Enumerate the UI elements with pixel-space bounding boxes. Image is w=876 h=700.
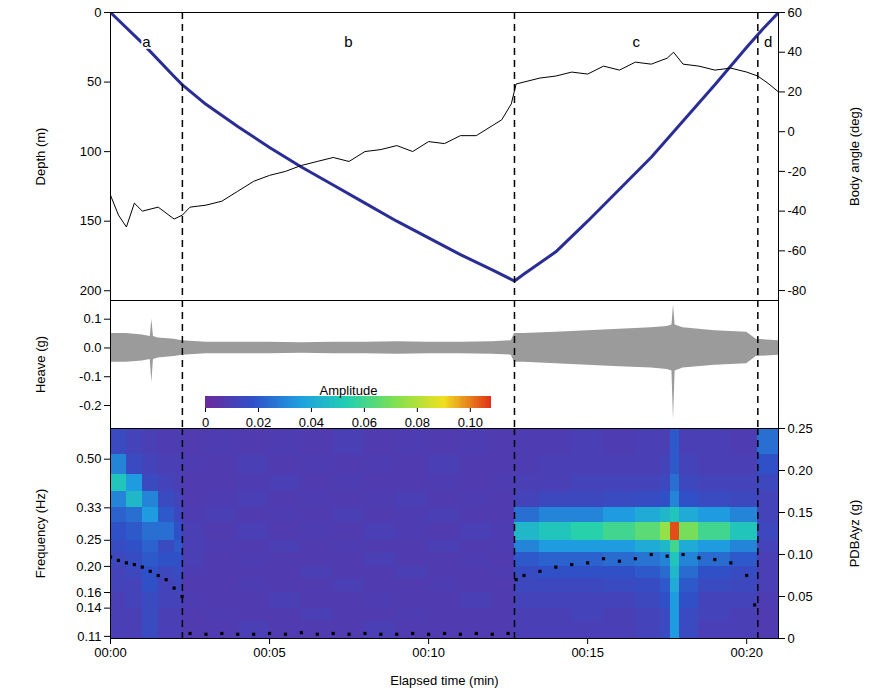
svg-text:0.14: 0.14 — [76, 600, 101, 615]
svg-text:0.11: 0.11 — [77, 629, 101, 644]
svg-text:0.06: 0.06 — [352, 415, 377, 430]
svg-text:c: c — [632, 33, 640, 50]
svg-text:0.08: 0.08 — [405, 415, 430, 430]
svg-text:0.20: 0.20 — [76, 559, 101, 574]
svg-text:Body angle (deg): Body angle (deg) — [847, 107, 862, 206]
svg-text:b: b — [344, 33, 352, 50]
svg-text:40: 40 — [788, 44, 802, 59]
svg-text:00:10: 00:10 — [412, 645, 445, 660]
svg-text:-60: -60 — [788, 243, 807, 258]
svg-text:00:20: 00:20 — [730, 645, 763, 660]
svg-text:-40: -40 — [788, 203, 807, 218]
svg-text:Elapsed time (min): Elapsed time (min) — [390, 673, 498, 688]
svg-text:Heave (g): Heave (g) — [33, 336, 48, 393]
svg-text:0.05: 0.05 — [788, 589, 813, 604]
svg-text:0: 0 — [94, 5, 101, 20]
svg-text:-80: -80 — [788, 283, 807, 298]
svg-text:50: 50 — [87, 74, 101, 89]
svg-text:60: 60 — [788, 5, 802, 20]
svg-text:0.02: 0.02 — [246, 415, 271, 430]
svg-text:0.20: 0.20 — [788, 463, 813, 478]
svg-text:0.50: 0.50 — [76, 451, 101, 466]
svg-text:0: 0 — [202, 415, 209, 430]
svg-text:0.33: 0.33 — [76, 500, 101, 515]
svg-text:0.10: 0.10 — [788, 547, 813, 562]
svg-text:0.0: 0.0 — [83, 340, 101, 355]
svg-text:-20: -20 — [788, 164, 807, 179]
svg-text:a: a — [142, 33, 151, 50]
svg-text:200: 200 — [80, 283, 102, 298]
svg-text:0.10: 0.10 — [458, 415, 483, 430]
svg-text:Depth (m): Depth (m) — [33, 128, 48, 186]
svg-text:00:00: 00:00 — [94, 645, 127, 660]
svg-text:0: 0 — [788, 631, 795, 646]
svg-text:-0.2: -0.2 — [79, 398, 101, 413]
svg-text:0.04: 0.04 — [299, 415, 324, 430]
svg-text:-0.1: -0.1 — [79, 369, 101, 384]
svg-text:0.25: 0.25 — [76, 532, 101, 547]
svg-text:PDBAyz (g): PDBAyz (g) — [847, 500, 862, 568]
svg-text:100: 100 — [80, 144, 102, 159]
svg-text:20: 20 — [788, 84, 802, 99]
svg-text:150: 150 — [80, 213, 102, 228]
svg-text:0.16: 0.16 — [76, 585, 101, 600]
svg-text:Frequency (Hz): Frequency (Hz) — [33, 489, 48, 579]
svg-text:0.25: 0.25 — [788, 421, 813, 436]
svg-text:00:05: 00:05 — [253, 645, 286, 660]
svg-text:d: d — [764, 33, 772, 50]
svg-text:Amplitude: Amplitude — [320, 383, 378, 398]
svg-text:0.1: 0.1 — [83, 311, 101, 326]
svg-text:0: 0 — [788, 124, 795, 139]
svg-text:0.15: 0.15 — [788, 505, 813, 520]
svg-text:00:15: 00:15 — [571, 645, 604, 660]
